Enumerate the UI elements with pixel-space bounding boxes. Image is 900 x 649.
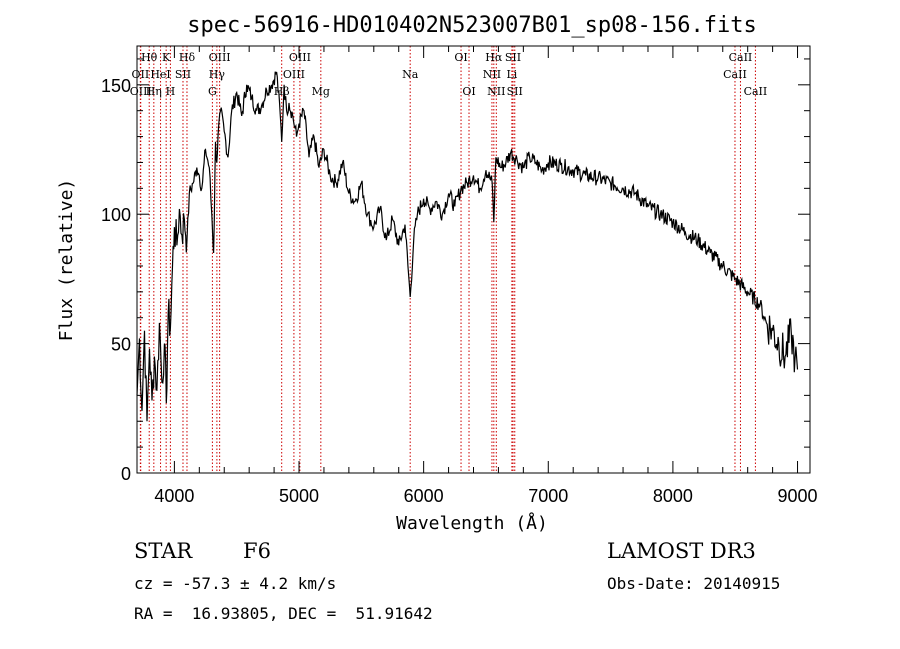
- y-axis-label: Flux (relative): [56, 179, 77, 342]
- coordinates: RA = 16.93805, DEC = 51.91642: [134, 604, 433, 623]
- x-tick-label: 4000: [154, 486, 194, 506]
- x-tick-label: 5000: [279, 486, 319, 506]
- spectral-line-label: CaII: [723, 68, 747, 81]
- x-tick-label: 9000: [778, 486, 818, 506]
- spectral-line-label: OIII: [130, 85, 152, 98]
- object-type: STAR: [134, 539, 193, 563]
- x-tick-label: 8000: [653, 486, 693, 506]
- x-axis-label: Wavelength (Å): [396, 512, 548, 534]
- spectral-line-label: CaII: [729, 51, 753, 64]
- spectral-line-label: Hη: [146, 85, 162, 98]
- spectral-line-label: SII: [175, 68, 191, 81]
- spectral-line-label: Hγ: [209, 68, 226, 81]
- redshift-readout: cz = -57.3 ± 4.2 km/s: [134, 574, 337, 593]
- survey-name: LAMOST DR3: [607, 539, 756, 563]
- spectral-line-label: K: [162, 51, 171, 64]
- spectral-line-label: Hδ: [179, 51, 196, 64]
- y-tick-label: 0: [121, 464, 131, 484]
- spectral-line-label: Mg: [312, 85, 330, 98]
- spectral-line-label: Li: [506, 68, 517, 81]
- spectral-line-label: HeI: [150, 68, 170, 81]
- spectral-subclass: F6: [243, 539, 271, 563]
- spectral-line-label: H: [166, 85, 176, 98]
- y-tick-label: 150: [101, 76, 131, 96]
- spectral-line-label: Na: [402, 68, 419, 81]
- spectral-line-labels: Hθ OII OIII K HeI Hη Hδ SII H OIII Hγ G OIII OIII Hβ Mg…: [130, 51, 768, 98]
- spectral-line-label: SII: [507, 85, 523, 98]
- spectral-line-label: OI: [454, 51, 467, 64]
- spectral-line-label: CaII: [744, 85, 768, 98]
- spectral-line-label: OIII: [289, 51, 311, 64]
- spectral-line-label: Hα: [485, 51, 503, 64]
- spectrum-series-line: [136, 71, 799, 422]
- obs-date: Obs-Date: 20140915: [607, 574, 781, 593]
- spectral-line-label: SII: [505, 51, 521, 64]
- spectral-line-label: G: [208, 85, 217, 98]
- spectral-line-label: Hθ: [141, 51, 158, 64]
- chart-title: spec-56916-HD010402N523007B01_sp08-156.f…: [187, 13, 757, 38]
- spectral-line-label: OI: [462, 85, 475, 98]
- x-tick-label: 7000: [528, 486, 568, 506]
- spectral-line-label: NII: [483, 68, 501, 81]
- plot-frame: [136, 45, 811, 474]
- spectral-line-label: OIII: [283, 68, 305, 81]
- y-axis-ticks: 0 50 100 150: [101, 58, 810, 484]
- spectral-line-markers: [139, 46, 756, 473]
- x-tick-label: 6000: [404, 486, 444, 506]
- y-tick-label: 100: [101, 205, 131, 225]
- spectral-line-label: NII: [487, 85, 505, 98]
- y-tick-label: 50: [111, 335, 131, 355]
- x-axis-ticks: 4000 5000 6000 7000 8000 9000: [154, 46, 818, 506]
- spectral-line-label: Hβ: [274, 85, 290, 98]
- spectral-line-label: OII: [132, 68, 150, 81]
- spectral-line-label: OIII: [209, 51, 231, 64]
